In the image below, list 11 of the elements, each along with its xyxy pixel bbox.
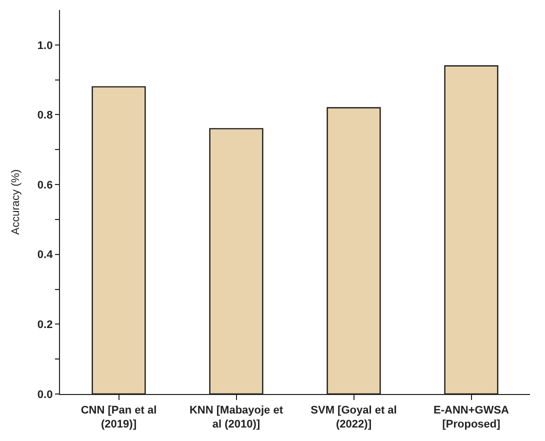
x-tick-label: SVM [Goyal et al (2022)] — [310, 404, 397, 431]
y-tick-label: 0.2 — [37, 319, 53, 332]
y-tick-label: 1.0 — [37, 40, 53, 52]
y-tick-label: 0.6 — [37, 179, 53, 192]
y-axis-title: Accuracy (%) — [10, 169, 22, 235]
x-tick-label: CNN [Pan et al (2019)] — [80, 404, 157, 431]
y-tick-label: 0.4 — [37, 249, 54, 262]
x-tick-label: E-ANN+GWSA [Proposed] — [434, 404, 510, 431]
x-tick-label: KNN [Mabayoje et al (2010)] — [189, 404, 284, 431]
y-tick-label: 0.8 — [37, 110, 53, 122]
y-tick-label: 0.0 — [37, 388, 53, 401]
